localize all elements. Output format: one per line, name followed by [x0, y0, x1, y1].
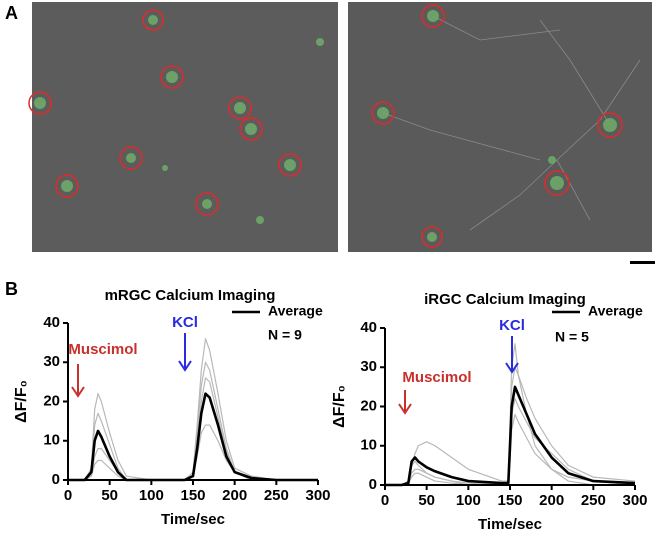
- annotation-arrowhead: [398, 403, 412, 415]
- x-tick-label: 250: [264, 487, 289, 504]
- y-tick-label: 10: [360, 437, 377, 454]
- legend-note: N = 9: [268, 327, 302, 343]
- annotation-arrowhead: [71, 386, 85, 398]
- x-tick-label: 50: [101, 487, 118, 504]
- y-tick-label: 40: [360, 319, 377, 336]
- legend-label: Average: [268, 303, 323, 319]
- y-tick-label: 20: [360, 397, 377, 414]
- y-tick-label: 0: [369, 476, 377, 493]
- panel-label: B: [5, 279, 18, 299]
- trace-line: [68, 338, 318, 481]
- x-tick-label: 100: [456, 492, 481, 509]
- y-tick-label: 10: [43, 432, 60, 449]
- x-tick-label: 200: [539, 492, 564, 509]
- average-line: [68, 392, 318, 482]
- micrograph-left: [28, 2, 338, 252]
- annotation-arrowhead: [505, 362, 519, 374]
- annotation-arrowhead: [178, 360, 192, 372]
- y-tick-label: 0: [52, 471, 60, 488]
- y-tick-label: 30: [43, 353, 60, 370]
- x-tick-label: 300: [305, 487, 330, 504]
- x-tick-label: 100: [139, 487, 164, 504]
- y-tick-label: 20: [43, 392, 60, 409]
- annotation: Muscimol: [68, 341, 137, 358]
- x-tick-label: 50: [418, 492, 435, 509]
- average-line: [385, 385, 636, 487]
- trace-line: [68, 361, 318, 481]
- trace-line: [68, 377, 318, 481]
- x-tick-label: 0: [381, 492, 389, 509]
- x-tick-label: 300: [622, 492, 647, 509]
- x-axis-label: Time/sec: [478, 516, 542, 533]
- x-tick-label: 150: [497, 492, 522, 509]
- panel-label: A: [5, 3, 18, 23]
- y-axis-label: ΔF/F₀: [13, 380, 30, 423]
- chart-title: mRGC Calcium Imaging: [105, 287, 276, 304]
- y-axis-label: ΔF/F₀: [331, 385, 348, 428]
- y-tick-label: 40: [43, 314, 60, 331]
- chart-title: iRGC Calcium Imaging: [424, 291, 586, 308]
- annotation: KCl: [499, 317, 525, 334]
- annotation: KCl: [172, 314, 198, 331]
- x-tick-label: 200: [222, 487, 247, 504]
- x-tick-label: 150: [180, 487, 205, 504]
- x-tick-label: 0: [64, 487, 72, 504]
- x-axis-label: Time/sec: [161, 511, 225, 528]
- y-tick-label: 30: [360, 358, 377, 375]
- x-tick-label: 250: [581, 492, 606, 509]
- legend-label: Average: [588, 303, 643, 319]
- legend-note: N = 5: [555, 329, 589, 345]
- scale-bar: [630, 261, 655, 264]
- micrograph-right: [348, 2, 652, 252]
- annotation: Muscimol: [402, 369, 471, 386]
